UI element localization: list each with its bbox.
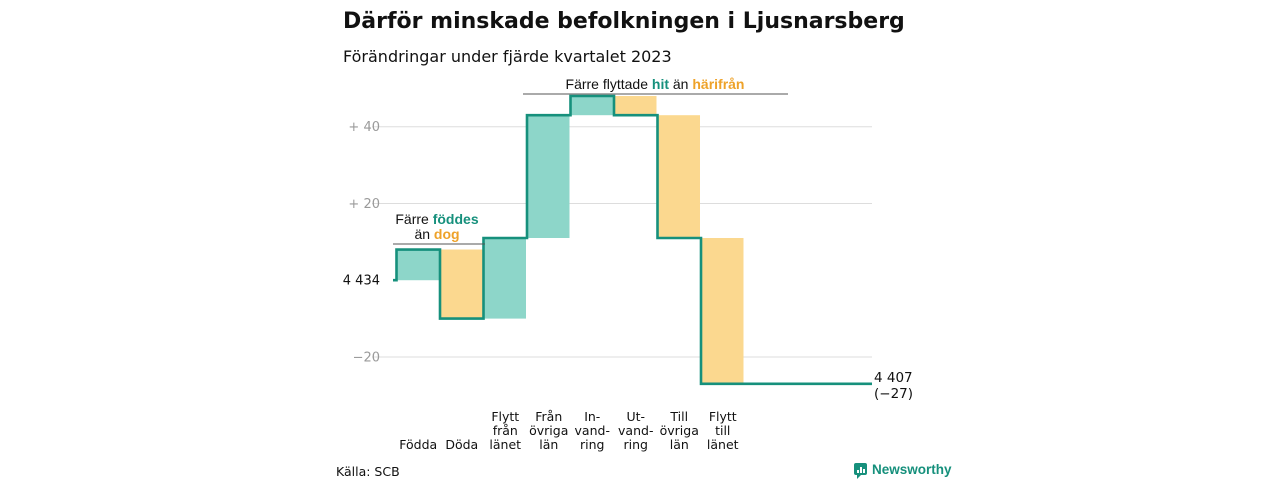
bar-out [701,238,744,384]
category-label: Döda [445,437,478,452]
source-label: Källa: SCB [336,464,400,479]
moves-annotation: Färre flyttade hit än härifrån [523,76,788,95]
births-annotation: Färre föddes än dog [393,211,485,245]
category-label: In-vand-ring [575,409,610,452]
running-total-line [393,94,872,386]
y-axis-ticks: + 40 + 20 −20 4 434 [343,120,380,365]
brand-name: Newsworthy [872,462,952,477]
bar-in [527,115,570,238]
bars [396,96,744,384]
annotation-highlight-out: dog [434,226,460,242]
chart-subtitle: Förändringar under fjärde kvartalet 2023 [343,47,672,66]
annotation-text: än [414,226,433,242]
y-tick-label: + 40 [348,120,380,135]
bar-out [657,115,700,238]
end-value-label: 4 407 [874,370,913,386]
bar-out [440,249,483,319]
end-change-label: (−27) [874,386,913,402]
category-label: Från övriga län [529,409,568,452]
svg-text:Färre flyttade hit än härifrån: Färre flyttade hit än härifrån [566,76,745,92]
bar-in [570,96,613,116]
annotation-highlight-out: härifrån [692,76,744,92]
gridlines [372,126,872,358]
bar-out [614,96,657,116]
category-label: Flytt från länet [489,409,521,452]
newsworthy-logo: Newsworthy [854,462,952,479]
category-label: Flytt till länet [707,409,739,452]
brand-icon-tail [857,475,861,479]
svg-text:än dog: än dog [414,226,459,242]
y-tick-label: + 20 [348,197,380,212]
annotation-text: än [669,76,692,92]
annotation-highlight-in: hit [652,76,669,92]
running-total-step-line [393,94,872,386]
y-tick-label: −20 [353,350,380,365]
chart-title: Därför minskade befolkningen i Ljusnarsb… [343,9,905,34]
category-label: Till övriga län [660,409,699,452]
svg-text:Färre föddes: Färre föddes [395,211,478,227]
annotation-text: Färre [395,211,432,227]
bar-in [483,238,526,319]
category-label: Födda [399,437,437,452]
bar-in [396,249,439,281]
annotation-highlight-in: föddes [433,211,479,227]
annotation-text: Färre flyttade [566,76,652,92]
start-value-label: 4 434 [343,274,380,289]
category-label: Ut-vand-ring [618,409,653,452]
